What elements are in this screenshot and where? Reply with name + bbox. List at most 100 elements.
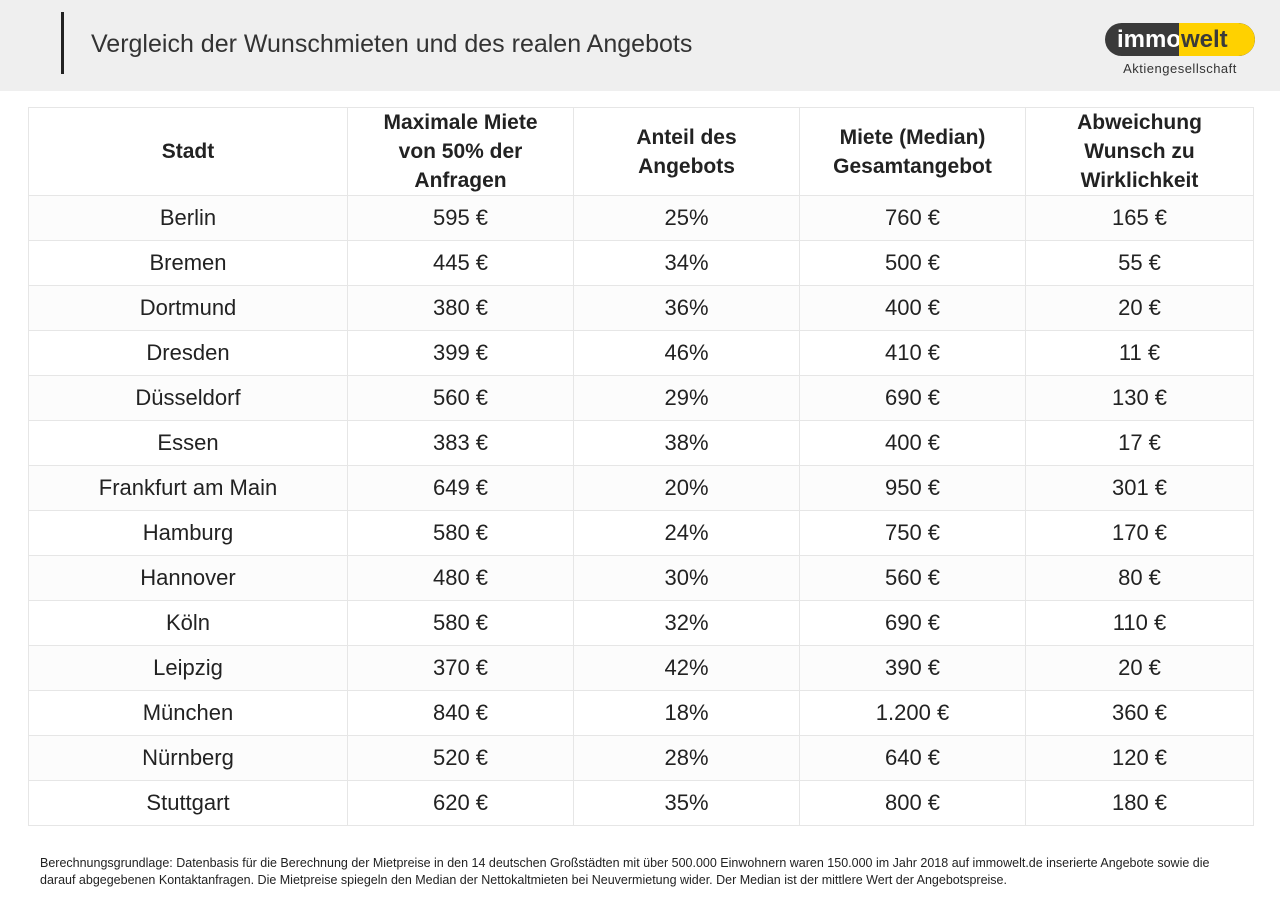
table-cell: 410 €: [799, 330, 1026, 376]
header-line: Wunsch zu: [1084, 140, 1195, 163]
table-cell: 840 €: [347, 690, 574, 736]
table-row: Hamburg 580 €24% 750 €170 €: [28, 510, 1254, 556]
table-cell: 360 €: [1025, 690, 1254, 736]
header-row: Stadt Maximale Miete von 50% der Anfragen An…: [28, 107, 1254, 196]
table-cell: 165 €: [1025, 195, 1254, 241]
header-line: von 50% der: [398, 140, 523, 163]
logo-subtitle: Aktiengesellschaft: [1123, 61, 1237, 76]
logo: immo welt: [1105, 23, 1255, 56]
logo-text: welt: [1181, 26, 1228, 53]
table-cell: 520 €: [347, 735, 574, 781]
table-row: Hannover 480 €30% 560 €80 €: [28, 555, 1254, 601]
table-cell: Stuttgart: [28, 780, 348, 826]
table-cell: 640 €: [799, 735, 1026, 781]
table-row: Köln 580 €32% 690 €110 €: [28, 600, 1254, 646]
table-cell: 750 €: [799, 510, 1026, 556]
table-cell: 480 €: [347, 555, 574, 601]
column-header: Miete (Median) Gesamtangebot: [799, 107, 1026, 196]
table-cell: 28%: [573, 735, 800, 781]
table-cell: 20%: [573, 465, 800, 511]
table-cell: 20 €: [1025, 285, 1254, 331]
table-cell: Hannover: [28, 555, 348, 601]
table-cell: 11 €: [1025, 330, 1254, 376]
table-row: Nürnberg 520 €28% 640 €120 €: [28, 735, 1254, 781]
table-cell: 42%: [573, 645, 800, 691]
table-cell: 399 €: [347, 330, 574, 376]
header-line: Anteil des: [636, 125, 737, 149]
table-cell: 400 €: [799, 420, 1026, 466]
table-cell: München: [28, 690, 348, 736]
table-cell: 170 €: [1025, 510, 1254, 556]
table-cell: 301 €: [1025, 465, 1254, 511]
table-cell: 649 €: [347, 465, 574, 511]
table-cell: 760 €: [799, 195, 1026, 241]
header-line: Wirklichkeit: [1080, 169, 1199, 192]
table-cell: Hamburg: [28, 510, 348, 556]
header-line: Miete (Median): [839, 125, 986, 149]
table-cell: Frankfurt am Main: [28, 465, 348, 511]
data-table: Stadt Maximale Miete von 50% der Anfragen An…: [28, 107, 1254, 826]
table-cell: 690 €: [799, 375, 1026, 421]
page-title: Vergleich der Wunschmieten und des reale…: [91, 30, 693, 58]
table-row: Berlin 595 €25% 760 €165 €: [28, 195, 1254, 241]
table-cell: 34%: [573, 240, 800, 286]
table-cell: 17 €: [1025, 420, 1254, 466]
table-cell: 120 €: [1025, 735, 1254, 781]
table-cell: 130 €: [1025, 375, 1254, 421]
table-cell: 500 €: [799, 240, 1026, 286]
table-row: Frankfurt am Main 649 €20% 950 €301 €: [28, 465, 1254, 511]
header-line: Maximale Miete: [383, 111, 538, 134]
table-cell: 80 €: [1025, 555, 1254, 601]
table-cell: 36%: [573, 285, 800, 331]
table-cell: Köln: [28, 600, 348, 646]
table-row: Bremen 445 €34% 500 €55 €: [28, 240, 1254, 286]
logo-text: immo: [1117, 26, 1182, 53]
header-line: Gesamtangebot: [833, 154, 992, 178]
table-cell: 32%: [573, 600, 800, 646]
table-cell: 690 €: [799, 600, 1026, 646]
table-cell: Berlin: [28, 195, 348, 241]
table-cell: Bremen: [28, 240, 348, 286]
table-cell: 20 €: [1025, 645, 1254, 691]
logo-highlight: welt: [1179, 23, 1255, 56]
footnote: Berechnungsgrundlage: Datenbasis für die…: [40, 856, 1210, 887]
table-cell: 800 €: [799, 780, 1026, 826]
table-row: Dortmund 380 €36% 400 €20 €: [28, 285, 1254, 331]
table-cell: 38%: [573, 420, 800, 466]
table-cell: 370 €: [347, 645, 574, 691]
table-row: Essen 383 €38% 400 €17 €: [28, 420, 1254, 466]
table-cell: Düsseldorf: [28, 375, 348, 421]
table-cell: 180 €: [1025, 780, 1254, 826]
table-row: Leipzig 370 €42% 390 €20 €: [28, 645, 1254, 691]
table-cell: 560 €: [799, 555, 1026, 601]
table-cell: 30%: [573, 555, 800, 601]
header-line: Abweichung: [1077, 111, 1202, 134]
table-cell: 380 €: [347, 285, 574, 331]
table-cell: Dortmund: [28, 285, 348, 331]
table-body: Berlin 595 €25% 760 €165 € Bremen 445 €34% 50…: [28, 195, 1254, 826]
table-cell: 1.200 €: [799, 690, 1026, 736]
table-cell: 580 €: [347, 510, 574, 556]
table-cell: 35%: [573, 780, 800, 826]
table-cell: 24%: [573, 510, 800, 556]
column-header: Stadt: [28, 107, 348, 196]
table-cell: 390 €: [799, 645, 1026, 691]
table-row: Dresden 399 €46% 410 €11 €: [28, 330, 1254, 376]
column-header: Maximale Miete von 50% der Anfragen: [347, 107, 574, 196]
column-header: Anteil des Angebots: [573, 107, 800, 196]
table-cell: 595 €: [347, 195, 574, 241]
table-cell: 46%: [573, 330, 800, 376]
table-cell: 25%: [573, 195, 800, 241]
table-cell: Nürnberg: [28, 735, 348, 781]
table-row: München 840 €18% 1.200 €360 €: [28, 690, 1254, 736]
table-cell: Dresden: [28, 330, 348, 376]
table-cell: 55 €: [1025, 240, 1254, 286]
table-cell: 620 €: [347, 780, 574, 826]
header-band: Vergleich der Wunschmieten und des reale…: [0, 0, 1280, 91]
header-line: Stadt: [161, 140, 215, 163]
table-cell: 383 €: [347, 420, 574, 466]
table-cell: 950 €: [799, 465, 1026, 511]
header-line: Angebots: [638, 154, 735, 178]
title-bar: [61, 12, 64, 74]
table-cell: 29%: [573, 375, 800, 421]
